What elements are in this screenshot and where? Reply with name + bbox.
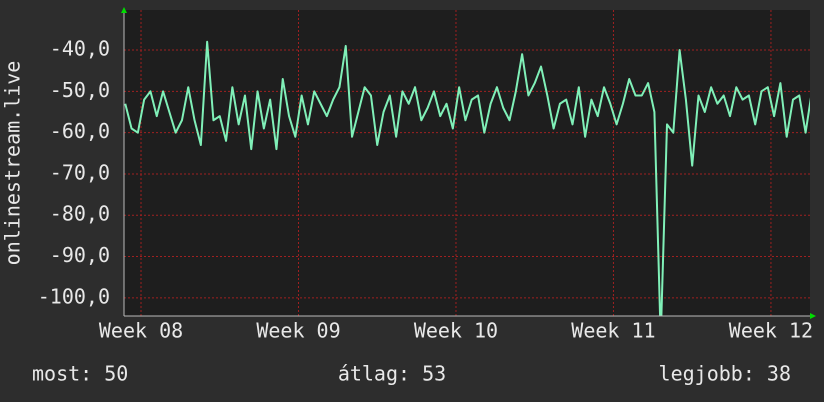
y-axis-label: onlinestream.live: [1, 61, 25, 266]
y-tick-label: -100,0: [38, 284, 110, 308]
grid: [124, 10, 810, 316]
y-tick-label: -40,0: [50, 37, 110, 61]
x-tick-label: Week 09: [256, 319, 340, 343]
series: [124, 40, 810, 316]
data-line: [124, 40, 810, 316]
footer-stat: most: 50: [32, 362, 128, 386]
y-tick-label: -80,0: [50, 202, 110, 226]
plot-area: [124, 10, 810, 316]
footer-stat: legjobb: 38: [659, 362, 791, 386]
y-tick-label: -70,0: [50, 160, 110, 184]
x-tick-label: Week 12: [729, 319, 813, 343]
x-tick-label: Week 08: [99, 319, 183, 343]
y-tick-label: -50,0: [50, 78, 110, 102]
y-tick-label: -60,0: [50, 119, 110, 143]
axis-arrow: [121, 7, 127, 13]
x-tick-label: Week 10: [414, 319, 498, 343]
y-tick-label: -90,0: [50, 243, 110, 267]
footer-stat: átlag: 53: [338, 362, 446, 386]
x-tick-label: Week 11: [571, 319, 655, 343]
axis-arrow: [810, 313, 816, 319]
